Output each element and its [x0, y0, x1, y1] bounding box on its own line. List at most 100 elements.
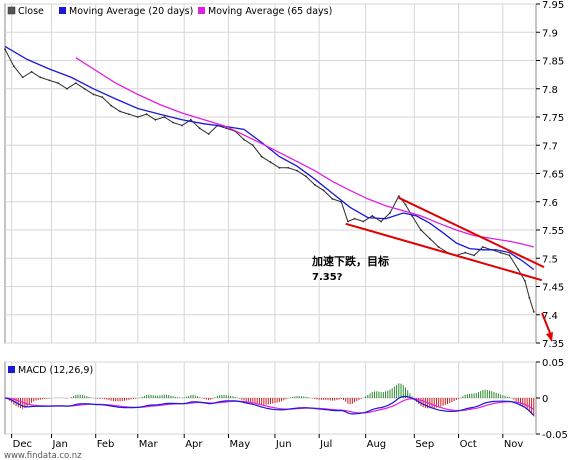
- close-point: [207, 133, 210, 135]
- close-point: [404, 203, 407, 206]
- y-tick-label: 7.75: [542, 113, 564, 124]
- x-tick-label: Mar: [139, 439, 159, 450]
- close-point: [499, 251, 502, 254]
- close-point: [92, 93, 95, 96]
- y-tick-label: 7.95: [542, 0, 564, 11]
- close-point: [380, 220, 382, 223]
- close-point: [136, 116, 139, 118]
- trendline-2: [398, 196, 545, 269]
- close-point: [371, 215, 374, 217]
- close-point: [464, 251, 467, 254]
- close-point: [127, 113, 130, 116]
- x-tick-label: Apr: [185, 439, 203, 450]
- close-point: [482, 246, 484, 248]
- close-point: [21, 76, 24, 79]
- close-point: [48, 79, 51, 82]
- close-point: [347, 220, 349, 223]
- x-tick-label: Dec: [13, 439, 32, 450]
- x-tick-label: Feb: [97, 439, 115, 450]
- y-tick-label: 7.35: [542, 339, 564, 350]
- x-tick-label: May: [229, 439, 250, 450]
- close-point: [12, 65, 15, 68]
- price-y-axis: 7.95 7.9 7.85 7.8 7.75 7.7 7.65 7.6 7.55 7.5 7.45 7…: [536, 0, 564, 350]
- x-tick-label: Oct: [460, 439, 477, 450]
- legend-close-swatch: [7, 6, 16, 15]
- annotation-line-2: 7.35?: [312, 272, 343, 283]
- close-point: [83, 87, 86, 90]
- close-point: [532, 311, 535, 313]
- close-point: [251, 144, 254, 147]
- close-point: [437, 246, 440, 248]
- close-point: [163, 116, 166, 118]
- macd-panel: 0.05 0 -0.05 MACD (12,26,9): [4, 358, 568, 441]
- close-point: [420, 229, 422, 231]
- close-point: [172, 121, 175, 124]
- close-point: [66, 87, 68, 90]
- ma65-line: [75, 57, 534, 248]
- y-tick-label: 7.9: [542, 28, 558, 39]
- close-point: [389, 212, 391, 214]
- close-point: [517, 268, 520, 271]
- y-tick-label: 7.6: [542, 198, 558, 209]
- macd-y-tick-label: 0: [542, 394, 548, 405]
- y-tick-label: 7.5: [542, 254, 558, 265]
- x-tick-label: Jul: [319, 439, 332, 450]
- close-point: [473, 254, 475, 257]
- price-grid: [5, 3, 536, 344]
- y-tick-label: 7.65: [542, 170, 564, 181]
- y-tick-label: 7.4: [542, 311, 558, 322]
- y-tick-label: 7.8: [542, 85, 558, 96]
- close-point: [198, 127, 201, 130]
- x-tick-label: Jun: [275, 439, 292, 450]
- trendline-1: [345, 222, 543, 282]
- close-point: [243, 138, 245, 141]
- macd-lines: [4, 395, 535, 416]
- close-point: [362, 220, 365, 223]
- close-point: [353, 217, 356, 220]
- close-point: [508, 254, 511, 257]
- macd-y-axis: 0.05 0 -0.05: [536, 358, 568, 441]
- close-point: [30, 70, 33, 73]
- trendlines: [345, 196, 545, 282]
- close-point: [313, 183, 316, 186]
- close-point: [154, 118, 157, 121]
- credit-text: www.findata.co.nz: [4, 451, 82, 460]
- legend-macd-label: MACD (12,26,9): [18, 365, 93, 376]
- close-point: [305, 175, 307, 178]
- close-point: [322, 189, 325, 192]
- close-point: [101, 96, 104, 99]
- close-point: [397, 195, 400, 198]
- price-legend: Close Moving Average (20 days) Moving Av…: [7, 6, 332, 17]
- y-tick-label: 7.7: [542, 141, 558, 152]
- close-point: [269, 161, 272, 164]
- x-tick-label: Jan: [51, 439, 67, 450]
- close-point: [225, 127, 228, 130]
- legend-ma20-label: Moving Average (20 days): [69, 6, 193, 17]
- close-point: [119, 110, 121, 113]
- macd-y-tick-label: -0.05: [542, 430, 568, 441]
- close-point: [296, 169, 298, 172]
- ma20-line: [4, 45, 535, 271]
- macd-line: [4, 395, 535, 416]
- annotation: 加速下跌，目标 7.35?: [311, 254, 389, 283]
- close-point: [181, 124, 183, 127]
- legend-close-label: Close: [18, 6, 44, 17]
- y-tick-label: 7.85: [542, 57, 564, 68]
- close-point: [57, 82, 59, 84]
- close-point: [4, 48, 6, 51]
- legend-ma20-swatch: [59, 7, 66, 14]
- macd-y-tick-label: 0.05: [542, 358, 564, 369]
- close-point: [528, 296, 531, 299]
- annotation-line-1: 加速下跌，目标: [311, 254, 389, 268]
- close-point: [110, 104, 113, 107]
- x-tick-label: Aug: [367, 439, 387, 450]
- y-tick-label: 7.55: [542, 226, 564, 237]
- x-tick-label: Nov: [504, 439, 524, 450]
- close-point: [287, 166, 290, 169]
- y-tick-label: 7.45: [542, 283, 564, 294]
- close-point: [278, 166, 281, 169]
- macd-histogram: [8, 383, 535, 417]
- close-point: [428, 237, 431, 240]
- close-point: [524, 279, 526, 282]
